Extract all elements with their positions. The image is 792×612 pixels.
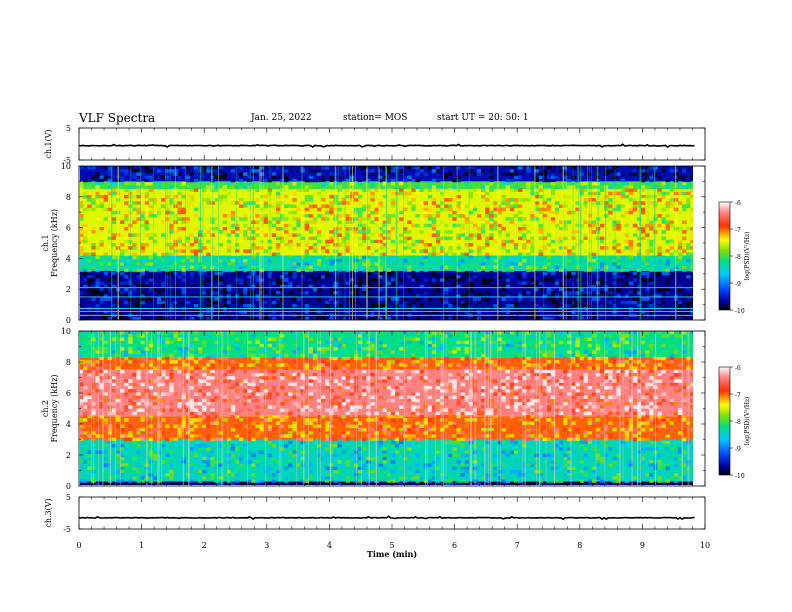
y-tick-label: 0 — [66, 482, 71, 491]
y-tick-label: 10 — [61, 162, 71, 171]
y-axis-label: ch.2 — [41, 400, 50, 417]
axes-frames — [78, 127, 733, 530]
y-tick-label: 8 — [66, 358, 71, 367]
x-tick-label: 1 — [139, 541, 144, 550]
x-tick-label: 0 — [76, 541, 81, 550]
y-tick-label: 0 — [66, 316, 71, 325]
x-tick-label: 5 — [389, 541, 394, 550]
x-tick-label: 7 — [515, 541, 520, 550]
x-tick-label: 9 — [640, 541, 645, 550]
colorbar-label: log(PSD)(V²/Hz) — [744, 397, 751, 446]
chart-marks — [78, 143, 695, 521]
colorbar-tick-label: -6 — [735, 200, 741, 207]
colorbar-tick-label: -8 — [735, 254, 741, 261]
y-tick-label: 6 — [66, 389, 71, 398]
x-tick-label: 3 — [264, 541, 269, 550]
y-axis-label: Frequency (kHz) — [50, 374, 59, 442]
colorbar-tick-label: -7 — [735, 227, 741, 234]
y-tick-label: 10 — [61, 327, 71, 336]
y-tick-label: 6 — [66, 224, 71, 233]
y-tick-label: -5 — [63, 525, 71, 534]
y-axis-label: ch.1(V) — [44, 129, 53, 158]
y-tick-label: 2 — [66, 451, 71, 460]
x-tick-label: 6 — [452, 541, 457, 550]
y-axis-label: Frequency (kHz) — [50, 209, 59, 277]
y-axis-label: ch.3(V) — [44, 498, 53, 527]
ch2-colorbar — [718, 366, 731, 476]
colorbar-tick-label: -8 — [735, 419, 741, 426]
x-tick-label: 8 — [577, 541, 582, 550]
y-tick-label: 4 — [66, 420, 71, 429]
chart-title: VLF Spectra — [79, 111, 156, 125]
ch3-waveform-line — [78, 515, 695, 521]
y-axis-label: ch.1 — [41, 234, 50, 251]
y-tick-label: 5 — [66, 124, 71, 133]
y-tick-label: 2 — [66, 285, 71, 294]
date-label: Jan. 25, 2022 — [251, 113, 312, 123]
ch1-waveform-line — [78, 143, 695, 149]
colorbar-tick-label: -7 — [735, 392, 741, 399]
ch2-spectrogram-image — [80, 331, 693, 485]
colorbar-label: log(PSD)(V²/Hz) — [744, 232, 751, 281]
colorbar-tick-label: -10 — [735, 473, 745, 480]
y-tick-label: -5 — [63, 156, 71, 165]
y-tick-label: 8 — [66, 193, 71, 202]
colorbar-tick-label: -10 — [735, 308, 745, 315]
colorbar-tick-label: -9 — [735, 281, 741, 288]
ch1-colorbar — [718, 201, 731, 311]
x-axis-label: Time (min) — [367, 549, 417, 559]
x-tick-label: 2 — [202, 541, 207, 550]
ch1-spectrogram-image — [80, 166, 693, 320]
x-tick-label: 10 — [700, 541, 710, 550]
y-tick-label: 5 — [66, 493, 71, 502]
y-tick-label: 4 — [66, 254, 71, 263]
colorbar-tick-label: -9 — [735, 446, 741, 453]
start-ut-label: start UT = 20: 50: 1 — [437, 113, 529, 123]
axis-labels: -6 -7 -8 -9 -10 log(PSD)(V²/Hz) -6 -7 -8 -9 -10 log… — [41, 124, 751, 559]
band-0 — [80, 481, 693, 485]
x-tick-label: 4 — [327, 541, 332, 550]
colorbar-tick-label: -6 — [735, 365, 741, 372]
station-label: station= MOS — [343, 113, 408, 123]
